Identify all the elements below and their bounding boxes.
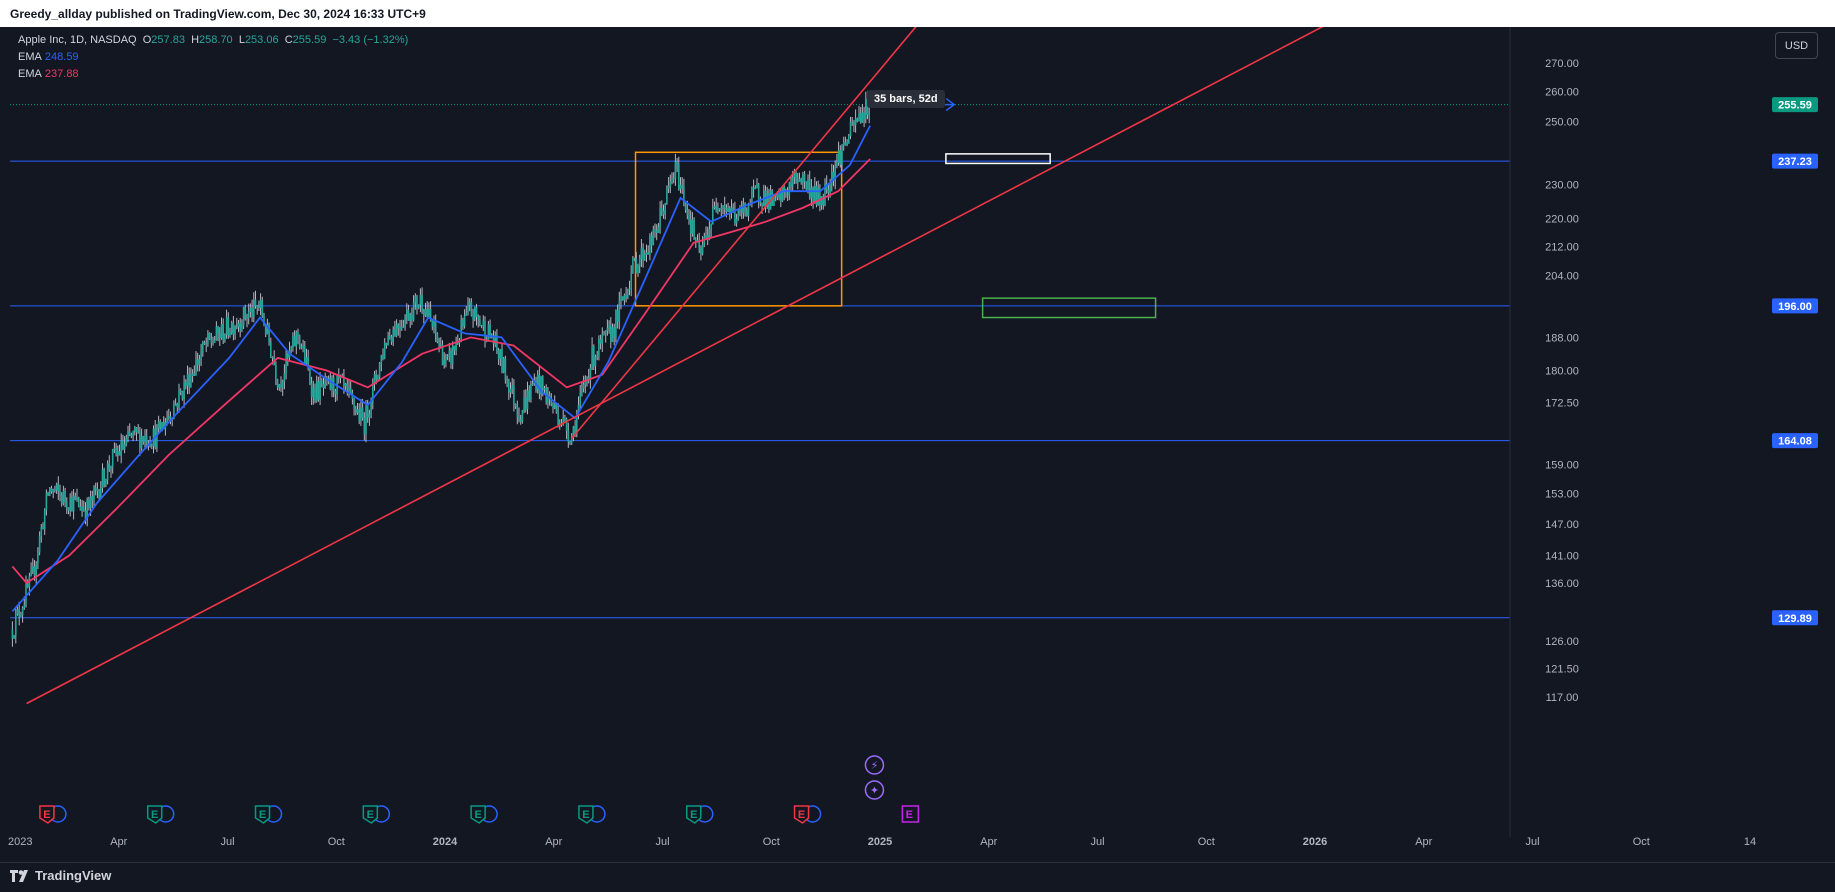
time-tick-label: 2025	[868, 836, 892, 848]
price-tick-label: 172.50	[1545, 398, 1579, 410]
ema-fast-line	[11, 125, 871, 612]
earnings-marker	[254, 805, 271, 824]
publisher-bar: Greedy_allday published on TradingView.c…	[0, 0, 1835, 27]
tradingview-logo-icon	[10, 869, 28, 882]
earnings-marker	[578, 805, 594, 824]
time-tick-label: Jul	[220, 836, 234, 848]
price-tick-label: 141.00	[1545, 551, 1579, 563]
earnings-marker-label: E	[582, 809, 589, 821]
time-tick-label: Apr	[1415, 836, 1432, 848]
earnings-marker	[39, 805, 55, 824]
ema-fast-legend[interactable]: EMA 248.59	[18, 51, 79, 63]
measure-arrow-head	[945, 97, 956, 112]
price-tag-164.08: 164.08	[1778, 436, 1812, 448]
time-tick-label: Jul	[655, 836, 669, 848]
earnings-marker-label: E	[43, 809, 50, 821]
time-tick-label: Oct	[1633, 836, 1650, 848]
measure-label: 35 bars, 52d	[867, 90, 945, 108]
footer-bar: TradingView	[0, 862, 1835, 892]
brand-text: TradingView	[35, 868, 112, 883]
price-chart[interactable]: 117.00 121.50 126.00 136.00 141.00 147.00 153.…	[0, 27, 1835, 862]
time-tick-label: Apr	[980, 836, 997, 848]
event-marker	[864, 780, 885, 800]
consolidation-box	[634, 151, 843, 307]
price-tick-label: 117.00	[1546, 692, 1579, 704]
price-tag-box	[1772, 153, 1818, 169]
price-tick-label: 270.00	[1545, 58, 1579, 70]
earnings-marker-label: E	[367, 809, 374, 821]
earnings-marker-label: E	[259, 809, 266, 821]
publisher-text: Greedy_allday published on TradingView.c…	[10, 7, 426, 21]
price-tick-label: 188.00	[1545, 332, 1579, 344]
price-tick-label: 126.00	[1545, 636, 1579, 648]
plot-area[interactable]	[10, 27, 1510, 705]
time-tick-label: Apr	[110, 836, 127, 848]
price-tick-label: 230.00	[1545, 180, 1579, 192]
ohlc-legend: Apple Inc, 1D, NASDAQ O257.83 H258.70 L2…	[18, 34, 409, 46]
price-tick-label: 204.00	[1545, 271, 1579, 283]
trendline-1	[570, 27, 917, 440]
ema-slow-legend[interactable]: EMA 237.88	[18, 68, 79, 80]
earnings-marker-label: E	[906, 809, 913, 821]
price-tick-label: 260.00	[1545, 87, 1579, 99]
price-tick-label: 153.00	[1545, 489, 1579, 501]
price-tick-label: 250.00	[1545, 116, 1579, 128]
target-zone-white	[945, 153, 1051, 165]
earnings-marker-label: E	[690, 809, 697, 821]
event-marker	[864, 755, 885, 775]
candle-bodies	[11, 98, 870, 639]
time-tick-label: Jul	[1525, 836, 1539, 848]
ema-slow-line	[11, 158, 871, 585]
earnings-marker	[793, 805, 810, 824]
price-tag-box	[1772, 610, 1818, 626]
price-tick-label: 220.00	[1545, 213, 1579, 225]
price-tag-237.23: 237.23	[1778, 156, 1812, 168]
earnings-marker-label: E	[798, 809, 805, 821]
time-tick-label: 2023	[8, 836, 32, 848]
earnings-marker	[685, 805, 702, 824]
ema-slow-value: 237.88	[44, 68, 79, 80]
earnings-marker-label: E	[474, 809, 481, 821]
time-tick-label: 14	[1744, 836, 1756, 848]
high-value: 258.70	[199, 34, 233, 46]
price-tag-box	[1772, 298, 1818, 314]
price-tag-255.59: 255.59	[1778, 100, 1812, 112]
earnings-marker	[146, 805, 163, 824]
earnings-marker	[470, 805, 486, 824]
price-tick-label: 212.00	[1545, 241, 1579, 253]
earnings-marker	[901, 805, 920, 823]
candle-wicks	[11, 91, 870, 647]
price-tick-label: 180.00	[1545, 365, 1579, 377]
earnings-marker-label: E	[151, 809, 158, 821]
price-tag-129.89: 129.89	[1778, 613, 1812, 625]
event-marker-label: ✦	[870, 784, 879, 797]
ema-fast-value: 248.59	[44, 51, 79, 63]
price-tag-box	[1772, 97, 1818, 113]
price-tag-196.00: 196.00	[1778, 301, 1812, 313]
change-value: −3.43 (−1.32%)	[332, 34, 409, 46]
trendline-0	[26, 27, 1324, 705]
time-tick-label: Jul	[1090, 836, 1104, 848]
time-tick-label: 2026	[1303, 836, 1327, 848]
price-tick-label: 121.50	[1545, 663, 1579, 675]
price-tick-label: 147.00	[1545, 519, 1579, 531]
symbol-name[interactable]: Apple Inc, 1D, NASDAQ	[18, 34, 137, 46]
currency-button[interactable]: USD	[1775, 32, 1818, 59]
price-tick-label: 159.00	[1545, 459, 1579, 471]
event-marker-label: ⚡	[871, 759, 879, 772]
time-tick-label: Oct	[1198, 836, 1215, 848]
time-tick-label: Oct	[763, 836, 780, 848]
low-value: 253.06	[244, 34, 279, 46]
close-value: 255.59	[292, 34, 327, 46]
time-tick-label: Oct	[328, 836, 345, 848]
price-tick-label: 136.00	[1545, 578, 1579, 590]
time-tick-label: Apr	[545, 836, 562, 848]
time-tick-label: 2024	[433, 836, 458, 848]
price-tag-box	[1772, 433, 1818, 449]
earnings-marker	[362, 805, 379, 824]
tradingview-logo[interactable]: TradingView	[10, 868, 111, 883]
open-value: 257.83	[151, 34, 185, 46]
target-zone-green	[981, 297, 1157, 319]
